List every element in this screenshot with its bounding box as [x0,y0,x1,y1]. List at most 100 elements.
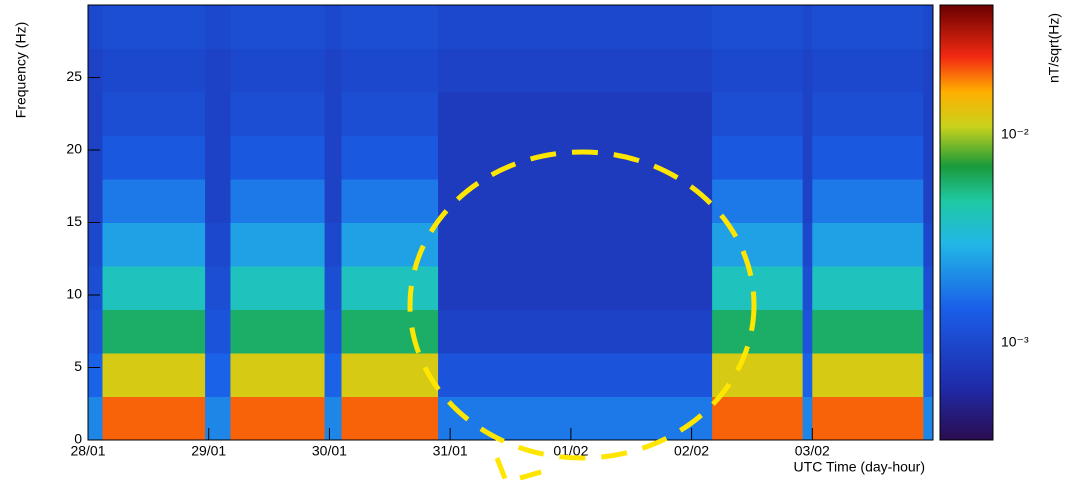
heatmap-cell [88,353,103,397]
heatmap-cell [230,179,326,223]
heatmap-cell [923,353,934,397]
heatmap-cell [324,5,342,49]
heatmap-cell [438,266,713,310]
heatmap-cell [712,135,804,180]
heatmap-cell [438,92,713,136]
heatmap-cell [102,266,206,310]
heatmap-cell [205,353,231,397]
heatmap-cell [230,135,326,180]
heatmap-cell [205,135,231,180]
heatmap-cell [712,222,804,267]
heatmap-cell [102,179,206,223]
y-tick-label: 20 [66,141,82,157]
heatmap-cell [812,353,924,397]
heatmap-cell [341,266,439,310]
heatmap-cell [88,135,103,180]
heatmap-cell [88,309,103,354]
heatmap-cell [88,222,103,267]
heatmap-cell [341,135,439,180]
x-axis-label: UTC Time (day-hour) [794,459,925,475]
y-tick-label: 25 [66,68,82,84]
colorbar-tick-label: 10⁻³ [1001,333,1029,349]
heatmap-cell [923,48,934,93]
heatmap-cell [802,222,813,267]
heatmap-cell [438,353,713,397]
heatmap-cell [324,48,342,93]
heatmap-cell [341,5,439,49]
heatmap-cell [88,48,103,93]
heatmap-cell [205,179,231,223]
heatmap-cell [802,266,813,310]
heatmap-cell [802,353,813,397]
heatmap-cell [205,92,231,136]
heatmap-cell [341,396,439,441]
heatmap-cell [341,179,439,223]
heatmap-cell [923,266,934,310]
x-tick-label: 03/02 [795,443,830,459]
heatmap-cell [341,353,439,397]
heatmap-cell [812,135,924,180]
y-tick-label: 10 [66,286,82,302]
heatmap-cell [712,396,804,441]
heatmap-cell [324,266,342,310]
heatmap-cell [230,266,326,310]
heatmap-cell [102,135,206,180]
highlight-circle [407,149,757,461]
heatmap-cell [712,92,804,136]
y-tick-label: 15 [66,213,82,229]
heatmap-cell [88,179,103,223]
heatmap-cell [712,309,804,354]
heatmap-cell [341,222,439,267]
heatmap-cell [88,396,103,441]
heatmap-cell [923,92,934,136]
heatmap-cell [802,135,813,180]
heatmap-cell [230,396,326,441]
heatmap-cell [88,266,103,310]
heatmap-cell [88,5,103,49]
x-tick-label: 29/01 [191,443,226,459]
heatmap-cell [923,5,934,49]
heatmap-cell [324,353,342,397]
heatmap-cell [812,92,924,136]
heatmap-cell [438,222,713,267]
heatmap-cell [102,396,206,441]
heatmap-cell [341,48,439,93]
x-tick-label: 28/01 [70,443,105,459]
x-tick-label: 31/01 [433,443,468,459]
heatmap-cell [102,48,206,93]
heatmap-cell [324,135,342,180]
heatmap-cell [802,5,813,49]
heatmap-cell [438,309,713,354]
heatmap-cell [812,5,924,49]
heatmap-cell [205,48,231,93]
heatmap-cell [812,48,924,93]
heatmap-cell [230,92,326,136]
heatmap-cell [923,309,934,354]
x-tick-label: 30/01 [312,443,347,459]
heatmap-cell [812,222,924,267]
heatmap-cell [712,48,804,93]
heatmap-cell [102,222,206,267]
heatmap-cell [230,353,326,397]
x-tick-label: 02/02 [674,443,709,459]
heatmap-cell [923,222,934,267]
heatmap-cell [205,396,231,441]
heatmap-cell [802,179,813,223]
heatmap-cell [812,396,924,441]
heatmap-cell [230,5,326,49]
colorbar-tick-label: 10⁻² [1001,125,1029,141]
colorbar [939,4,994,441]
heatmap-cell [802,396,813,441]
heatmap-cell [812,266,924,310]
heatmap-cell [812,179,924,223]
heatmap-cell [812,309,924,354]
heatmap-cell [324,222,342,267]
heatmap-cell [802,48,813,93]
heatmap-cell [341,309,439,354]
heatmap-cell [102,353,206,397]
heatmap-cell [230,222,326,267]
highlight-arrow [494,457,549,481]
heatmap-cell [324,396,342,441]
heatmap-cell [923,135,934,180]
